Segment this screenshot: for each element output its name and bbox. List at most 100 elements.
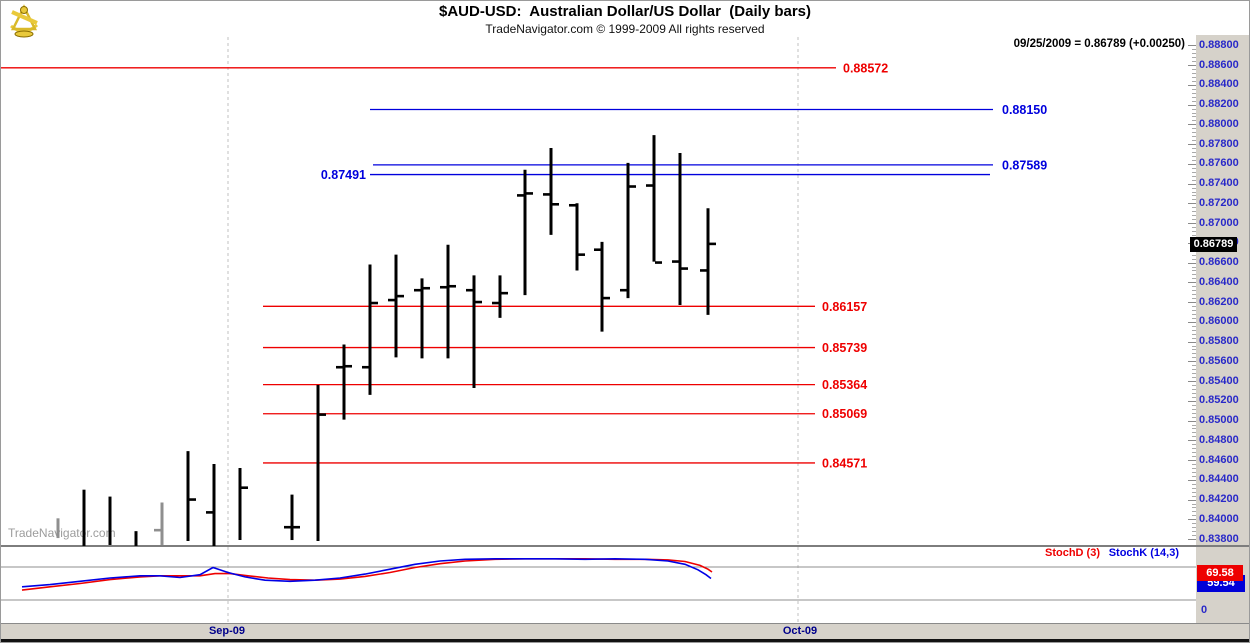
price-axis-minor-tick	[1192, 148, 1196, 149]
price-axis-minor-tick	[1192, 309, 1196, 311]
price-axis-label: 0.87000	[1199, 216, 1239, 229]
price-axis-label: 0.85600	[1199, 354, 1239, 367]
price-axis-minor-tick	[1192, 464, 1196, 465]
price-axis-minor-tick	[1192, 120, 1196, 122]
price-axis-panel[interactable]	[1196, 35, 1250, 623]
price-axis-minor-tick	[1192, 211, 1196, 213]
date-axis-strip[interactable]	[0, 623, 1250, 640]
price-axis-minor-tick	[1192, 92, 1196, 94]
price-axis-minor-tick	[1192, 227, 1196, 228]
price-axis-minor-tick	[1192, 258, 1196, 260]
window-bottom-edge	[0, 639, 1250, 643]
price-axis-minor-tick	[1192, 471, 1196, 473]
price-axis-major-tick	[1188, 341, 1196, 343]
price-axis-minor-tick	[1192, 152, 1196, 153]
price-axis-minor-tick	[1192, 108, 1196, 110]
price-axis-major-tick	[1188, 361, 1196, 363]
price-axis-major-tick	[1188, 499, 1196, 501]
price-axis-minor-tick	[1192, 234, 1196, 236]
price-axis-minor-tick	[1192, 531, 1196, 533]
resistance-level-label: 0.85739	[822, 341, 867, 355]
price-axis-minor-tick	[1192, 385, 1196, 386]
price-axis-minor-tick	[1192, 491, 1196, 493]
price-axis-label: 0.83800	[1199, 532, 1239, 545]
price-axis-label: 0.84400	[1199, 473, 1239, 486]
price-axis-minor-tick	[1192, 436, 1196, 438]
price-axis-major-tick	[1188, 381, 1196, 383]
breakout-level-label: 0.87589	[1002, 158, 1047, 172]
price-axis-label: 0.84000	[1199, 512, 1239, 525]
price-axis-minor-tick	[1192, 369, 1196, 371]
price-axis-major-tick	[1188, 400, 1196, 402]
price-axis-minor-tick	[1192, 167, 1196, 169]
last-quote-readout: 09/25/2009 = 0.86789 (+0.00250)	[1013, 38, 1185, 50]
price-axis-minor-tick	[1192, 231, 1196, 232]
price-axis-label: 0.84800	[1199, 433, 1239, 446]
price-axis-minor-tick	[1192, 57, 1196, 59]
price-axis-label: 0.88800	[1199, 38, 1239, 51]
price-axis-major-tick	[1188, 479, 1196, 481]
price-axis-major-tick	[1188, 84, 1196, 86]
price-axis-label: 0.85200	[1199, 394, 1239, 407]
price-axis-major-tick	[1188, 203, 1196, 205]
price-axis-major-tick	[1188, 420, 1196, 422]
stochk-line	[21, 557, 712, 588]
price-axis-minor-tick	[1192, 313, 1196, 315]
price-axis-major-tick	[1188, 519, 1196, 521]
price-axis-minor-tick	[1192, 187, 1196, 189]
price-axis-minor-tick	[1192, 503, 1196, 505]
price-axis-major-tick	[1188, 144, 1196, 146]
price-axis-minor-tick	[1192, 333, 1196, 335]
price-axis-minor-tick	[1192, 112, 1196, 114]
stochk-legend-label[interactable]: StochK (14,3)	[1108, 547, 1179, 559]
price-axis-label: 0.88600	[1199, 58, 1239, 71]
price-axis-minor-tick	[1192, 535, 1196, 537]
date-label-oct09: Oct-09	[782, 625, 818, 637]
stoch-axis-zero-label: 0	[1201, 604, 1208, 616]
price-axis-minor-tick	[1192, 73, 1196, 74]
price-axis-minor-tick	[1192, 527, 1196, 529]
price-axis-major-tick	[1188, 223, 1196, 225]
price-axis-minor-tick	[1192, 408, 1196, 410]
chart-subtitle: TradeNavigator.com © 1999-2009 All right…	[485, 22, 765, 36]
price-axis-minor-tick	[1192, 392, 1196, 394]
price-axis-label: 0.86600	[1199, 256, 1239, 269]
price-axis-major-tick	[1188, 282, 1196, 284]
price-axis-minor-tick	[1192, 274, 1196, 276]
price-axis-minor-tick	[1192, 270, 1196, 272]
price-axis-minor-tick	[1192, 179, 1196, 181]
price-axis-major-tick	[1188, 124, 1196, 126]
price-axis-minor-tick	[1192, 448, 1196, 450]
price-axis-minor-tick	[1192, 76, 1196, 78]
price-axis-minor-tick	[1192, 523, 1196, 525]
price-axis-minor-tick	[1192, 298, 1196, 300]
price-axis-minor-tick	[1192, 215, 1196, 217]
price-axis-minor-tick	[1192, 132, 1196, 134]
price-axis-minor-tick	[1192, 317, 1196, 319]
price-axis-minor-tick	[1192, 483, 1196, 485]
price-axis-major-tick	[1188, 302, 1196, 304]
price-axis-label: 0.85800	[1199, 335, 1239, 348]
price-axis-major-tick	[1188, 262, 1196, 264]
price-axis-minor-tick	[1192, 507, 1196, 509]
price-axis-minor-tick	[1192, 171, 1196, 173]
price-axis-major-tick	[1188, 460, 1196, 462]
stochd-legend-label[interactable]: StochD (3)	[1045, 547, 1100, 559]
price-axis-minor-tick	[1192, 416, 1196, 418]
price-axis-minor-tick	[1192, 452, 1196, 454]
price-axis-minor-tick	[1192, 53, 1196, 55]
price-axis-major-tick	[1188, 163, 1196, 165]
price-axis-minor-tick	[1192, 388, 1196, 390]
trade-navigator-logo-icon	[4, 2, 44, 43]
current-price-box: 0.86789	[1190, 237, 1237, 252]
watermark-text: TradeNavigator.com	[8, 526, 116, 540]
price-axis-minor-tick	[1192, 428, 1196, 430]
price-axis-minor-tick	[1192, 61, 1196, 63]
price-axis-label: 0.87400	[1199, 177, 1239, 190]
price-axis-minor-tick	[1192, 278, 1196, 280]
price-axis-minor-tick	[1192, 199, 1196, 201]
price-axis-minor-tick	[1192, 80, 1196, 82]
price-axis-minor-tick	[1192, 329, 1196, 331]
price-axis-minor-tick	[1192, 100, 1196, 102]
